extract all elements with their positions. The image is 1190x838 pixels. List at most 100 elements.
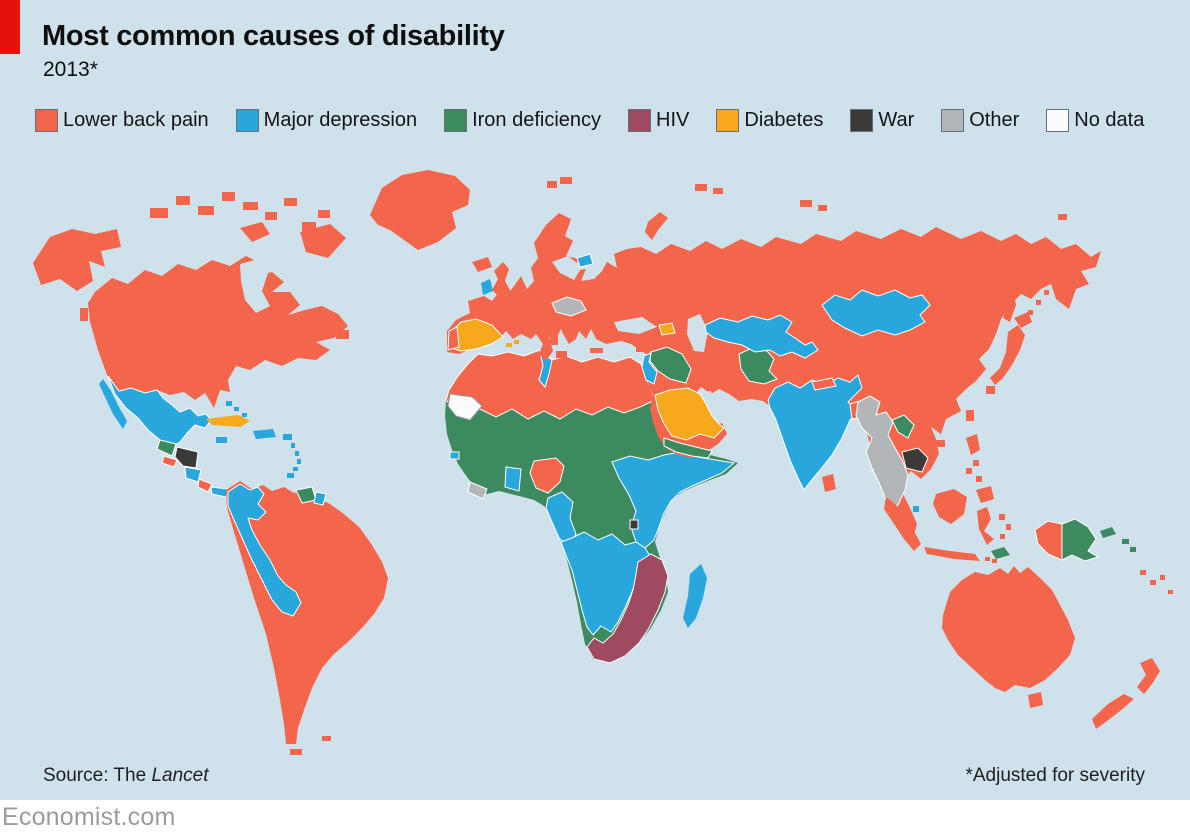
region-kurils bbox=[1036, 300, 1041, 305]
legend-swatch-diabetes bbox=[716, 109, 740, 132]
region-vanuatu-fiji bbox=[1150, 580, 1156, 585]
region-philippines bbox=[966, 468, 972, 474]
region-philippines-mindanao bbox=[976, 486, 994, 503]
region-arctic-island bbox=[222, 192, 235, 201]
region-sumatra bbox=[884, 497, 921, 551]
region-baltics bbox=[576, 253, 594, 268]
region-arctic-russia-island bbox=[713, 188, 723, 194]
legend-swatch-iron bbox=[444, 109, 468, 132]
legend-item-iron: Iron deficiency bbox=[444, 109, 601, 132]
region-caspian-sea bbox=[687, 314, 708, 352]
region-guatemala bbox=[156, 439, 177, 457]
region-antilles bbox=[297, 459, 301, 464]
region-hainan bbox=[936, 440, 945, 447]
legend-label: Diabetes bbox=[744, 109, 824, 131]
region-arctic-russia-island bbox=[818, 205, 827, 211]
region-taiwan bbox=[966, 410, 974, 421]
region-mongolia bbox=[821, 289, 931, 337]
map-background bbox=[0, 0, 1190, 800]
world-map bbox=[33, 170, 1173, 755]
region-iceland bbox=[472, 257, 492, 272]
region-puerto-rico bbox=[283, 434, 292, 440]
region-laos bbox=[891, 414, 915, 439]
region-nepal bbox=[811, 377, 837, 391]
region-papua-new-guinea bbox=[1061, 518, 1100, 562]
region-falklands bbox=[322, 736, 331, 741]
region-moluccas bbox=[1006, 524, 1011, 530]
legend-label: War bbox=[878, 109, 915, 131]
region-crete bbox=[590, 348, 603, 353]
region-spain bbox=[450, 318, 504, 352]
region-bahamas bbox=[234, 407, 239, 411]
region-bali bbox=[985, 557, 990, 561]
region-solomons bbox=[1130, 547, 1136, 552]
region-solomons bbox=[1122, 539, 1129, 544]
region-cambodia bbox=[901, 447, 929, 473]
region-sicily bbox=[556, 351, 567, 358]
region-south-america bbox=[226, 481, 388, 744]
region-arctic-island bbox=[318, 210, 330, 218]
legend-swatch-war bbox=[850, 109, 874, 132]
legend-item-hiv: HIV bbox=[628, 109, 689, 132]
region-svalbard bbox=[547, 181, 557, 188]
legend-swatch-other bbox=[941, 109, 965, 132]
region-israel-jordan bbox=[641, 352, 658, 385]
region-burundi bbox=[629, 519, 639, 530]
economist-red-tab bbox=[0, 0, 20, 54]
legend-swatch-depression bbox=[235, 109, 259, 132]
region-andes-countries bbox=[227, 483, 302, 617]
region-bahamas bbox=[226, 401, 232, 406]
region-tierra-del-fuego bbox=[290, 749, 302, 755]
region-arctic-island bbox=[243, 202, 258, 210]
legend-item-diabetes: Diabetes bbox=[716, 109, 823, 132]
region-ireland bbox=[481, 279, 493, 295]
region-papua-indonesia bbox=[1034, 520, 1063, 561]
region-baja-california bbox=[99, 379, 127, 429]
region-balearics bbox=[514, 340, 519, 344]
footer-band: Economist.com bbox=[0, 800, 1190, 838]
legend-item-no_data: No data bbox=[1046, 109, 1144, 132]
region-new-zealand-south bbox=[1092, 694, 1134, 729]
region-kurils bbox=[1028, 310, 1033, 315]
region-trinidad bbox=[287, 473, 294, 478]
region-kazakhstan bbox=[704, 314, 819, 359]
region-ghana-togo-benin bbox=[504, 466, 522, 492]
region-new-zealand-north bbox=[1137, 658, 1160, 694]
region-azerbaijan bbox=[658, 322, 676, 336]
region-nigeria bbox=[529, 457, 565, 494]
region-senegal bbox=[449, 451, 460, 460]
page-title: Most common causes of disability bbox=[42, 20, 505, 52]
region-balearics bbox=[506, 343, 512, 347]
region-angola-zambia bbox=[560, 531, 651, 636]
source-prefix: Source: The bbox=[43, 765, 152, 786]
region-borneo bbox=[933, 489, 967, 524]
region-japan-hokkaido bbox=[1014, 312, 1032, 328]
region-sakhalin bbox=[1003, 287, 1016, 322]
region-arctic-island bbox=[150, 208, 168, 218]
region-bahamas bbox=[242, 413, 247, 417]
legend-label: Major depression bbox=[263, 109, 418, 131]
region-portugal bbox=[447, 326, 460, 351]
region-sardinia bbox=[550, 332, 558, 345]
region-nicaragua bbox=[184, 466, 202, 483]
region-antilles bbox=[293, 467, 298, 471]
region-australia bbox=[942, 566, 1075, 692]
region-panama bbox=[210, 486, 229, 498]
region-arctic-island bbox=[176, 196, 190, 205]
region-saudi-arabia bbox=[654, 387, 725, 441]
region-vanuatu-fiji bbox=[1168, 590, 1173, 594]
region-new-britain bbox=[1100, 527, 1116, 538]
economist-link[interactable]: Economist.com bbox=[2, 803, 176, 831]
subtitle-year: 2013* bbox=[43, 58, 98, 81]
legend-swatch-no_data bbox=[1046, 109, 1070, 132]
region-novaya-zemlya bbox=[645, 212, 668, 240]
region-tunisia bbox=[538, 350, 553, 389]
region-antilles bbox=[295, 451, 299, 456]
region-java bbox=[924, 547, 980, 561]
region-philippines-luzon bbox=[966, 434, 980, 455]
region-southern-africa-hiv bbox=[586, 553, 669, 664]
region-liberia bbox=[467, 481, 488, 500]
footnote: *Adjusted for severity bbox=[965, 765, 1145, 786]
legend-item-other: Other bbox=[941, 109, 1019, 132]
